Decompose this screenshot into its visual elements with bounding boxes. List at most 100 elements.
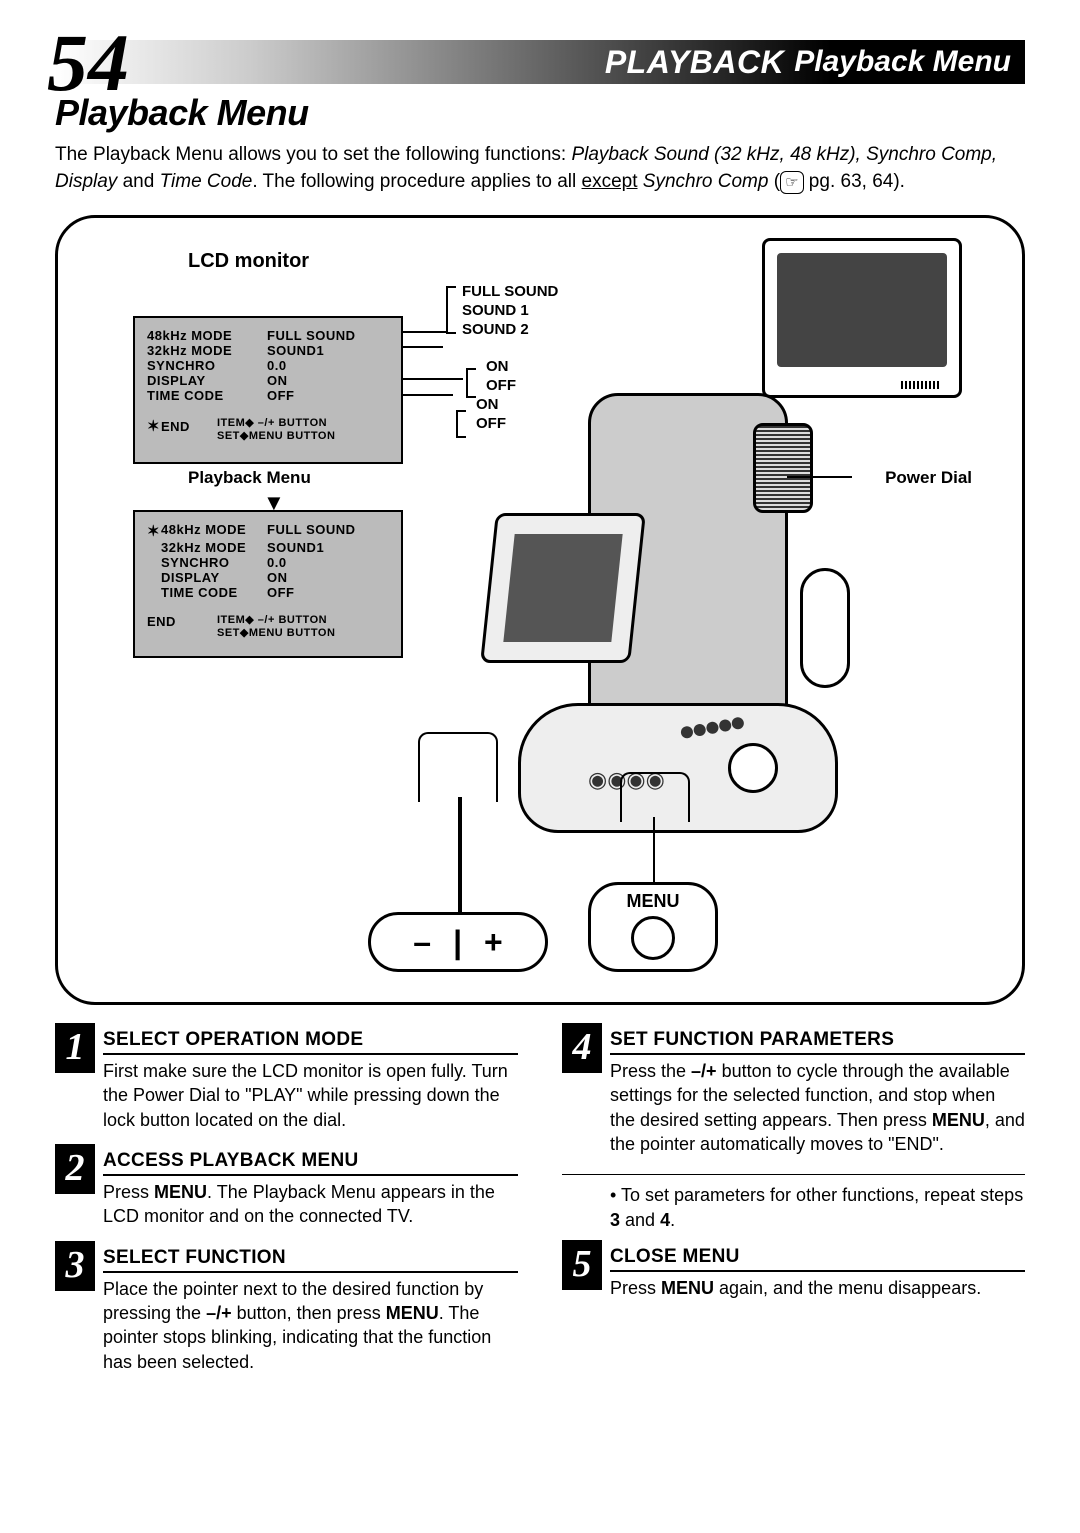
menu1-v4: OFF (267, 388, 295, 403)
callout-stem (620, 772, 690, 822)
plus-icon: + (484, 924, 503, 961)
callout-on1: ON (486, 358, 509, 375)
callout-off2: OFF (476, 415, 506, 432)
step-1: 1 SELECT OPERATION MODE First make sure … (55, 1029, 518, 1132)
lead-line (403, 378, 463, 380)
menu2-v1: SOUND1 (267, 540, 324, 555)
power-dial-illustration (800, 568, 850, 688)
menu-label: MENU (591, 891, 715, 912)
step-body: First make sure the LCD monitor is open … (103, 1059, 518, 1132)
callout-on2: ON (476, 396, 499, 413)
step-title: CLOSE MENU (610, 1246, 1025, 1272)
header-bar: 54 PLAYBACK Playback Menu (55, 40, 1025, 84)
step-title: SELECT FUNCTION (103, 1247, 518, 1273)
menu1-k3: DISPLAY (147, 373, 267, 388)
menu2-v0: FULL SOUND (267, 522, 356, 540)
step-body: Press MENU again, and the menu disappear… (610, 1276, 1025, 1300)
step-number: 5 (562, 1240, 602, 1290)
intro-paragraph: The Playback Menu allows you to set the … (55, 142, 1025, 195)
step-title: SELECT OPERATION MODE (103, 1029, 518, 1055)
menu2-v4: OFF (267, 585, 295, 600)
callout-full-sound: FULL SOUND (462, 283, 558, 300)
menu1-v2: 0.0 (267, 358, 287, 373)
camcorder-illustration: ●●●●● ◉◉◉◉ (528, 393, 838, 833)
step-number: 4 (562, 1023, 602, 1073)
text-bold: 4 (660, 1210, 670, 1230)
minus-plus-callout: – | + (368, 912, 548, 972)
bracket (446, 286, 456, 334)
menu1-k1: 32kHz MODE (147, 343, 267, 358)
menu1-k0: 48kHz MODE (147, 328, 267, 343)
page-ref: pg. 63, 64). (804, 171, 905, 192)
lead-line (787, 476, 852, 478)
step-5: 5 CLOSE MENU Press MENU again, and the m… (562, 1246, 1025, 1300)
lcd-menu-top: 48kHz MODEFULL SOUND 32kHz MODESOUND1 SY… (133, 316, 403, 464)
text: . (670, 1210, 675, 1230)
camcorder-lcd (480, 513, 646, 663)
text: again, and the menu disappears. (714, 1278, 981, 1298)
step-title: ACCESS PLAYBACK MENU (103, 1150, 518, 1176)
camcorder-knob (728, 743, 778, 793)
menu-button-callout: MENU (588, 882, 718, 972)
text-bold: –/+ (206, 1303, 232, 1323)
step-number: 3 (55, 1241, 95, 1291)
step-number: 2 (55, 1144, 95, 1194)
callout-sound1: SOUND 1 (462, 302, 529, 319)
lead-line (403, 331, 448, 333)
lead-line (403, 394, 453, 396)
callout-stem (653, 817, 655, 882)
menu1-set2: SET◆MENU BUTTON (217, 430, 335, 442)
callout-stem (418, 732, 498, 802)
text-bold: MENU (386, 1303, 439, 1323)
step-2: 2 ACCESS PLAYBACK MENU Press MENU. The P… (55, 1150, 518, 1229)
page-title: Playback Menu (55, 92, 1025, 134)
minus-icon: – (413, 924, 431, 961)
intro-last-func: Time Code (160, 171, 253, 192)
menu2-k4: TIME CODE (161, 585, 267, 600)
menu1-end: END (161, 419, 190, 434)
menu2-set2: SET◆MENU BUTTON (217, 627, 335, 639)
intro-lead: The Playback Menu allows you to set the … (55, 144, 571, 165)
text: Press (610, 1278, 661, 1298)
lcd-monitor-label: LCD monitor (188, 250, 309, 273)
menu1-set1: ITEM◆ –/+ BUTTON (217, 417, 327, 429)
step-4-note: To set parameters for other functions, r… (562, 1174, 1025, 1232)
text-bold: 3 (610, 1210, 620, 1230)
lcd-menu-bottom: ✶48kHz MODEFULL SOUND 32kHz MODESOUND1 S… (133, 510, 403, 658)
step-4: 4 SET FUNCTION PARAMETERS Press the –/+ … (562, 1029, 1025, 1156)
step-body: Place the pointer next to the desired fu… (103, 1277, 518, 1374)
callout-off1: OFF (486, 377, 516, 394)
menu2-end: END (147, 614, 176, 629)
step-number: 1 (55, 1023, 95, 1073)
diagram-frame: LCD monitor FULL SOUND SOUND 1 SOUND 2 O… (55, 215, 1025, 1005)
text-bold: MENU (932, 1110, 985, 1130)
steps-right: 4 SET FUNCTION PARAMETERS Press the –/+ … (562, 1029, 1025, 1392)
text: Press (103, 1182, 154, 1202)
intro-except-item: Synchro Comp (638, 171, 769, 192)
intro-and: and (117, 171, 159, 192)
menu2-k0: 48kHz MODE (161, 522, 267, 540)
power-dial-label: Power Dial (885, 468, 972, 488)
text-bold: MENU (154, 1182, 207, 1202)
callout-sound2: SOUND 2 (462, 321, 529, 338)
cursor-icon: ✶ (147, 522, 161, 540)
text-bold: MENU (661, 1278, 714, 1298)
tv-illustration (762, 238, 962, 398)
text: button, then press (232, 1303, 386, 1323)
lead-line (403, 346, 443, 348)
menu2-k3: DISPLAY (161, 570, 267, 585)
steps-columns: 1 SELECT OPERATION MODE First make sure … (55, 1029, 1025, 1392)
menu1-v1: SOUND1 (267, 343, 324, 358)
menu2-set1: ITEM◆ –/+ BUTTON (217, 614, 327, 626)
header-section: PLAYBACK (605, 44, 784, 81)
menu2-k2: SYNCHRO (161, 555, 267, 570)
playback-menu-label: Playback Menu (188, 468, 311, 488)
menu2-v2: 0.0 (267, 555, 287, 570)
menu1-v0: FULL SOUND (267, 328, 356, 343)
callout-stem (458, 797, 462, 912)
steps-left: 1 SELECT OPERATION MODE First make sure … (55, 1029, 518, 1392)
intro-tail: . The following procedure applies to all (252, 171, 581, 192)
cursor-icon: ✶ (147, 417, 161, 435)
menu-button-circle (631, 916, 675, 960)
camcorder-grip (753, 423, 813, 513)
